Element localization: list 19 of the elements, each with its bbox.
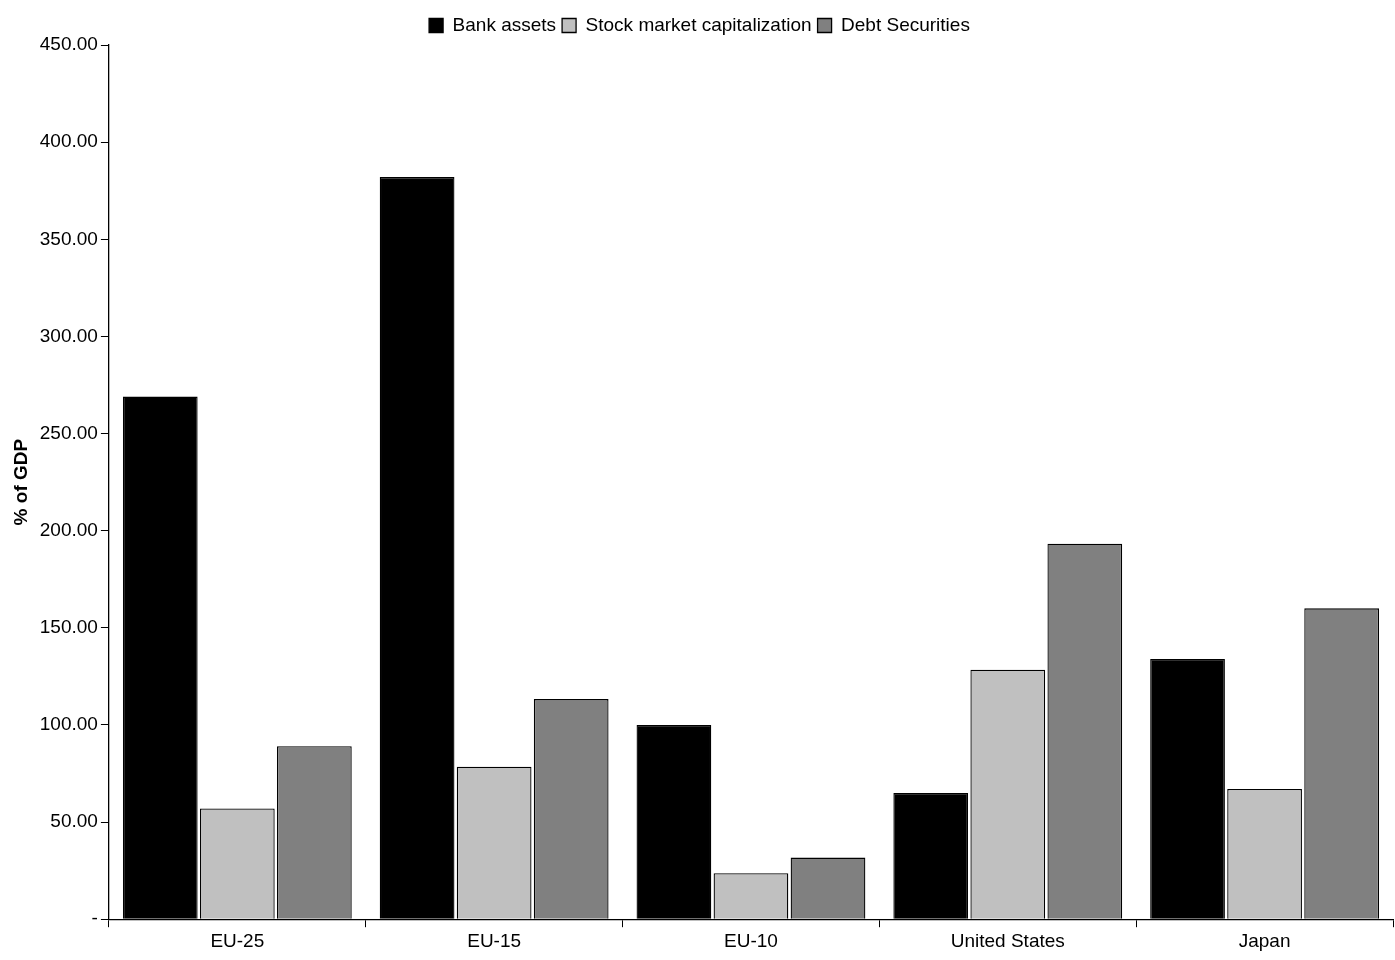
- y-tick-label: 300.00: [39, 324, 98, 346]
- x-tick-label: EU-10: [724, 929, 778, 951]
- y-tick-label: 400.00: [39, 130, 98, 152]
- legend-label: Stock market capitalization: [585, 13, 812, 35]
- y-axis-title: % of GDP: [9, 438, 31, 526]
- legend-label: Debt Securities: [841, 13, 970, 35]
- y-tick-label: 200.00: [39, 518, 98, 540]
- y-tick-label: 450.00: [39, 33, 98, 55]
- y-tick-label: 350.00: [39, 227, 98, 249]
- x-tick-label: Japan: [1238, 929, 1291, 951]
- y-tick-label: 100.00: [39, 713, 98, 735]
- x-tick-label: EU-25: [210, 929, 265, 951]
- x-tick-label: United States: [950, 929, 1065, 951]
- legend-label: Bank assets: [452, 13, 557, 35]
- y-tick-label: -: [91, 907, 98, 929]
- y-tick-label: 50.00: [50, 810, 98, 832]
- y-tick-label: 150.00: [39, 616, 98, 638]
- y-tick-label: 250.00: [39, 421, 98, 443]
- x-tick-label: EU-15: [467, 929, 522, 951]
